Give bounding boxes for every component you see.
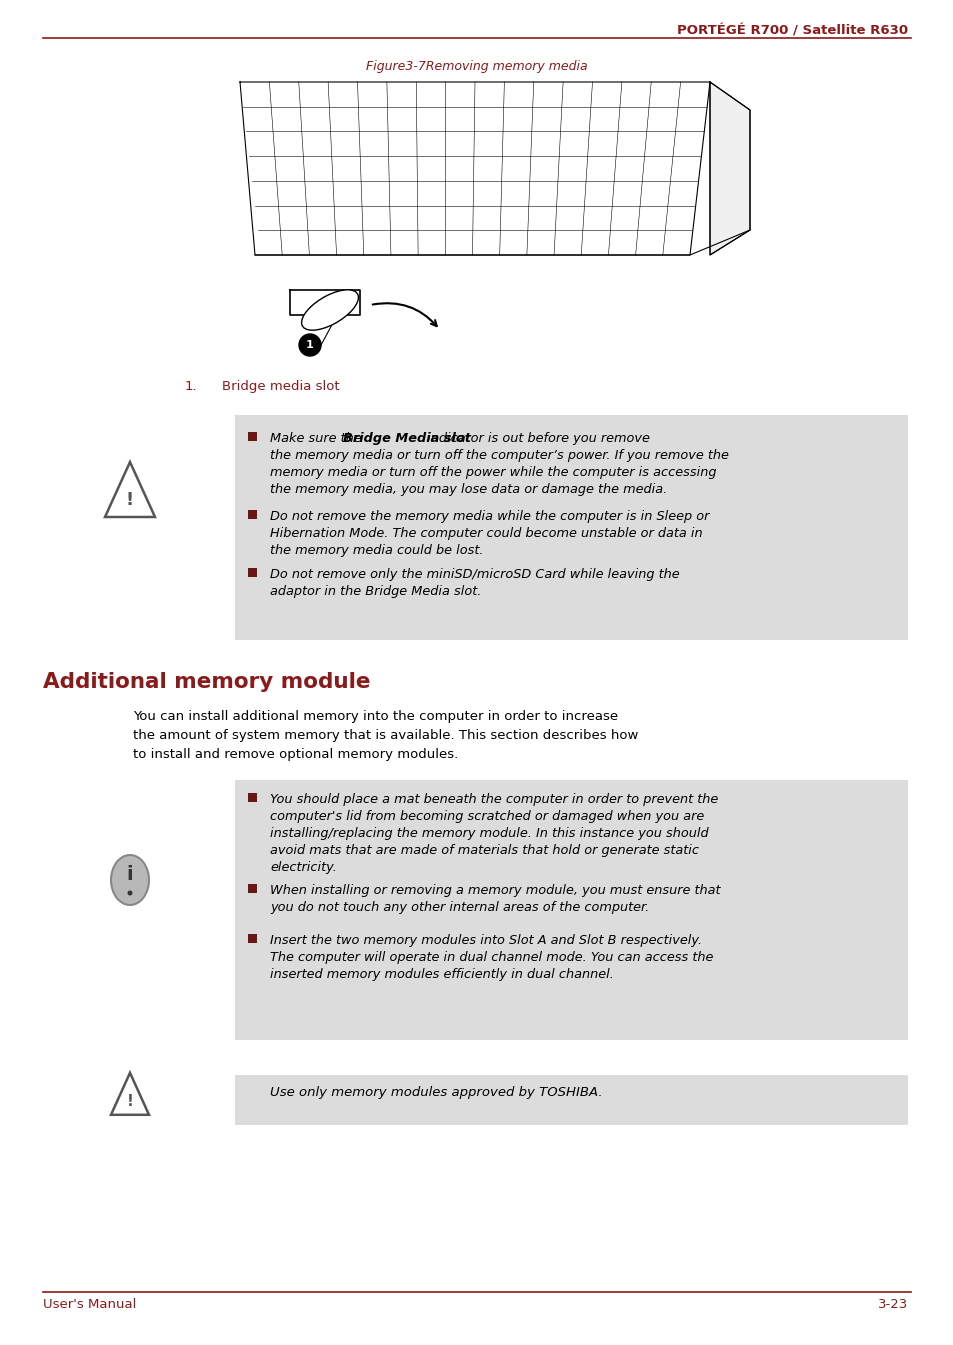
- Text: the memory media or turn off the computer’s power. If you remove the: the memory media or turn off the compute…: [270, 449, 728, 461]
- Text: Hibernation Mode. The computer could become unstable or data in: Hibernation Mode. The computer could bec…: [270, 527, 702, 539]
- FancyBboxPatch shape: [248, 568, 256, 577]
- Text: the amount of system memory that is available. This section describes how: the amount of system memory that is avai…: [132, 729, 638, 742]
- Text: Do not remove the memory media while the computer is in Sleep or: Do not remove the memory media while the…: [270, 510, 709, 523]
- FancyBboxPatch shape: [234, 416, 907, 640]
- Ellipse shape: [301, 289, 358, 331]
- FancyBboxPatch shape: [248, 432, 256, 441]
- Text: !: !: [127, 1093, 133, 1108]
- Ellipse shape: [128, 890, 132, 896]
- Text: You can install additional memory into the computer in order to increase: You can install additional memory into t…: [132, 710, 618, 724]
- Text: 3-23: 3-23: [877, 1298, 907, 1311]
- Text: Make sure the: Make sure the: [270, 432, 365, 445]
- FancyBboxPatch shape: [234, 1075, 907, 1124]
- Text: !: !: [126, 491, 134, 508]
- Text: memory media or turn off the power while the computer is accessing: memory media or turn off the power while…: [270, 465, 716, 479]
- Text: PORTÉGÉ R700 / Satellite R630: PORTÉGÉ R700 / Satellite R630: [677, 26, 907, 38]
- Text: The computer will operate in dual channel mode. You can access the: The computer will operate in dual channe…: [270, 951, 713, 964]
- Text: Figure3-7Removing memory media: Figure3-7Removing memory media: [366, 61, 587, 73]
- Text: Do not remove only the miniSD/microSD Card while leaving the: Do not remove only the miniSD/microSD Ca…: [270, 568, 679, 581]
- Text: 1.: 1.: [185, 381, 197, 393]
- Polygon shape: [105, 461, 154, 516]
- Text: you do not touch any other internal areas of the computer.: you do not touch any other internal area…: [270, 901, 649, 915]
- Text: i: i: [127, 865, 133, 884]
- FancyBboxPatch shape: [248, 884, 256, 893]
- Ellipse shape: [111, 855, 149, 905]
- Text: Use only memory modules approved by TOSHIBA.: Use only memory modules approved by TOSH…: [270, 1085, 602, 1099]
- FancyBboxPatch shape: [248, 794, 256, 802]
- Text: Bridge Media slot: Bridge Media slot: [343, 432, 471, 445]
- Text: indicator is out before you remove: indicator is out before you remove: [422, 432, 649, 445]
- Text: avoid mats that are made of materials that hold or generate static: avoid mats that are made of materials th…: [270, 845, 699, 857]
- Text: User's Manual: User's Manual: [43, 1298, 136, 1311]
- Text: You should place a mat beneath the computer in order to prevent the: You should place a mat beneath the compu…: [270, 794, 718, 806]
- Text: the memory media, you may lose data or damage the media.: the memory media, you may lose data or d…: [270, 483, 666, 496]
- Text: inserted memory modules efficiently in dual channel.: inserted memory modules efficiently in d…: [270, 968, 613, 981]
- Text: Bridge media slot: Bridge media slot: [222, 381, 339, 393]
- Text: 1: 1: [306, 340, 314, 350]
- FancyBboxPatch shape: [248, 933, 256, 943]
- FancyBboxPatch shape: [234, 780, 907, 1040]
- FancyBboxPatch shape: [248, 510, 256, 519]
- Text: electricity.: electricity.: [270, 861, 336, 874]
- Text: When installing or removing a memory module, you must ensure that: When installing or removing a memory mod…: [270, 884, 720, 897]
- Text: computer's lid from becoming scratched or damaged when you are: computer's lid from becoming scratched o…: [270, 810, 703, 823]
- Ellipse shape: [298, 334, 320, 356]
- Polygon shape: [709, 82, 749, 256]
- Text: Additional memory module: Additional memory module: [43, 672, 370, 691]
- Text: installing/replacing the memory module. In this instance you should: installing/replacing the memory module. …: [270, 827, 708, 841]
- Text: adaptor in the Bridge Media slot.: adaptor in the Bridge Media slot.: [270, 585, 481, 599]
- Polygon shape: [111, 1073, 149, 1115]
- Text: Insert the two memory modules into Slot A and Slot B respectively.: Insert the two memory modules into Slot …: [270, 933, 701, 947]
- Text: the memory media could be lost.: the memory media could be lost.: [270, 543, 483, 557]
- Text: to install and remove optional memory modules.: to install and remove optional memory mo…: [132, 748, 457, 761]
